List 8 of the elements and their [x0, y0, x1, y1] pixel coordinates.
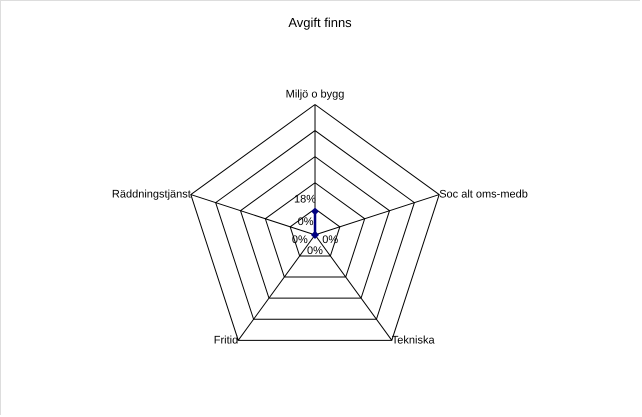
chart-title: Avgift finns	[288, 15, 352, 30]
spoke-label: Tekniska	[392, 334, 436, 346]
spoke-label: Soc alt oms-medb	[439, 188, 528, 201]
text: 0%	[298, 216, 314, 228]
text: 0%	[307, 244, 323, 257]
spoke-label: Fritid	[214, 334, 238, 346]
spoke-label: Räddningstjänst	[112, 188, 191, 201]
spoke-label: Miljö o bygg	[286, 88, 344, 100]
